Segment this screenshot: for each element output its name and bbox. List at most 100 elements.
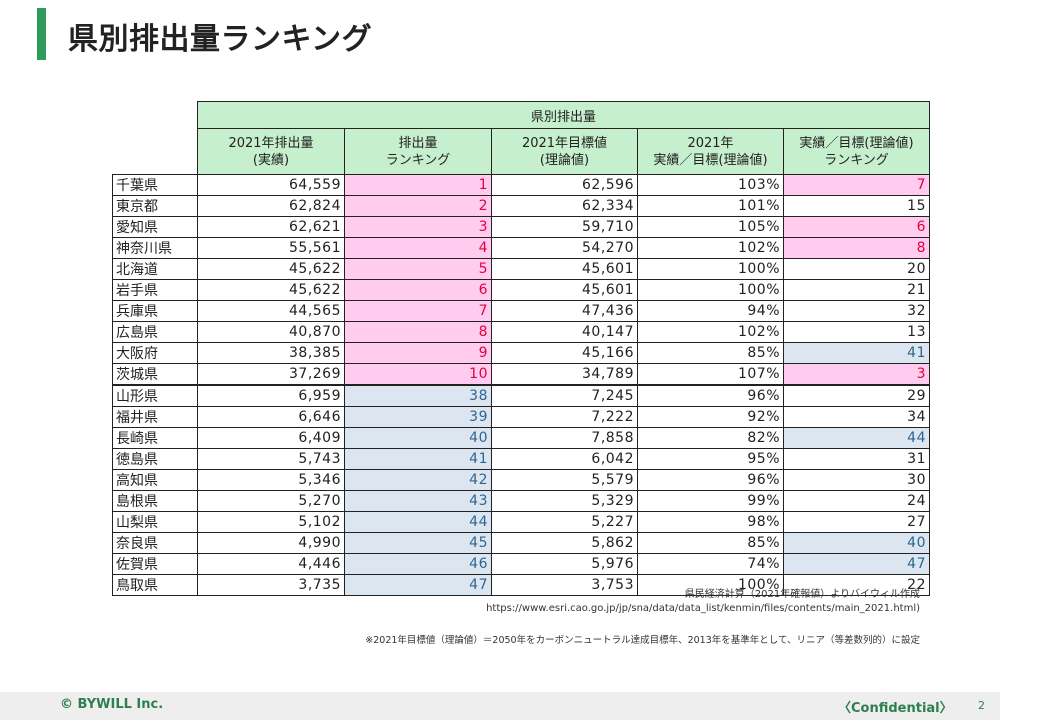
col-header-line: 2021年目標値	[521, 135, 608, 151]
ratio-rank-cell: 22	[783, 574, 930, 596]
page-title: 県別排出量ランキング	[68, 22, 373, 57]
target-cell: 62,334	[491, 195, 638, 217]
target-cell: 5,227	[491, 511, 638, 533]
prefecture-cell: 北海道	[112, 258, 198, 280]
col-header-line: (理論値)	[539, 152, 590, 168]
emission-cell: 62,824	[197, 195, 345, 217]
ratio-cell: 102%	[637, 321, 784, 343]
target-cell: 45,601	[491, 258, 638, 280]
col-header-line: 排出量	[398, 135, 438, 151]
prefecture-cell: 大阪府	[112, 342, 198, 364]
col-header-emission: 2021年排出量 (実績)	[197, 128, 345, 175]
ratio-rank-cell: 41	[783, 342, 930, 364]
emission-cell: 6,646	[197, 406, 345, 428]
target-cell: 6,042	[491, 448, 638, 470]
table-row: 鳥取県 3,735 47 3,753 100% 22	[112, 574, 930, 596]
rank-cell: 9	[344, 342, 492, 364]
table-row: 山形県 6,959 38 7,245 96% 29	[112, 384, 930, 407]
rank-cell: 7	[344, 300, 492, 322]
rank-cell: 8	[344, 321, 492, 343]
col-header-line: ランキング	[385, 152, 451, 168]
ratio-cell: 103%	[637, 174, 784, 196]
emission-cell: 5,102	[197, 511, 345, 533]
col-header-line: 実績／目標(理論値)	[799, 135, 914, 151]
target-cell: 59,710	[491, 216, 638, 238]
ratio-cell: 98%	[637, 511, 784, 533]
col-header-line: ランキング	[824, 152, 889, 168]
col-header-line: (実績)	[252, 152, 290, 168]
col-header-rank: 排出量 ランキング	[344, 128, 492, 175]
source-citation: 県民経済計算（2021年確報値）よりバイウィル作成 https://www.es…	[486, 588, 920, 616]
target-cell: 47,436	[491, 300, 638, 322]
table-corner-lower	[112, 128, 198, 175]
target-cell: 45,166	[491, 342, 638, 364]
rank-cell: 1	[344, 174, 492, 196]
col-header-ratio: 2021年 実績／目標(理論値)	[637, 128, 784, 175]
prefecture-cell: 神奈川県	[112, 237, 198, 259]
ratio-rank-cell: 44	[783, 427, 930, 449]
prefecture-cell: 奈良県	[112, 532, 198, 554]
table-row: 東京都 62,824 2 62,334 101% 15	[112, 195, 930, 217]
table-row: 徳島県 5,743 41 6,042 95% 31	[112, 448, 930, 470]
table-row: 北海道 45,622 5 45,601 100% 20	[112, 258, 930, 280]
target-cell: 62,596	[491, 174, 638, 196]
copyright: © BYWILL Inc.	[60, 697, 164, 712]
rank-cell: 5	[344, 258, 492, 280]
prefecture-cell: 山形県	[112, 384, 198, 407]
table-row: 愛知県 62,621 3 59,710 105% 6	[112, 216, 930, 238]
table-row: 長崎県 6,409 40 7,858 82% 44	[112, 427, 930, 449]
ratio-rank-cell: 21	[783, 279, 930, 301]
target-cell: 54,270	[491, 237, 638, 259]
target-cell: 40,147	[491, 321, 638, 343]
ratio-cell: 100%	[637, 279, 784, 301]
footnote: ※2021年目標値（理論値）＝2050年をカーボンニュートラル達成目標年、201…	[365, 635, 920, 646]
emission-cell: 62,621	[197, 216, 345, 238]
ratio-cell: 82%	[637, 427, 784, 449]
prefecture-cell: 千葉県	[112, 174, 198, 196]
emission-cell: 37,269	[197, 363, 345, 386]
table-row: 広島県 40,870 8 40,147 102% 13	[112, 321, 930, 343]
group-header: 県別排出量	[197, 101, 930, 129]
prefecture-cell: 茨城県	[112, 363, 198, 386]
rank-cell: 47	[344, 574, 492, 596]
footer-bar	[0, 692, 1000, 720]
emission-cell: 45,622	[197, 258, 345, 280]
rank-cell: 45	[344, 532, 492, 554]
table-row: 島根県 5,270 43 5,329 99% 24	[112, 490, 930, 512]
ratio-rank-cell: 7	[783, 174, 930, 196]
prefecture-cell: 愛知県	[112, 216, 198, 238]
target-cell: 5,976	[491, 553, 638, 575]
ratio-cell: 101%	[637, 195, 784, 217]
emission-cell: 5,270	[197, 490, 345, 512]
col-header-line: 実績／目標(理論値)	[653, 152, 768, 168]
target-cell: 3,753	[491, 574, 638, 596]
ratio-rank-cell: 47	[783, 553, 930, 575]
prefecture-cell: 高知県	[112, 469, 198, 491]
prefecture-cell: 山梨県	[112, 511, 198, 533]
rank-cell: 44	[344, 511, 492, 533]
ratio-cell: 102%	[637, 237, 784, 259]
ratio-cell: 74%	[637, 553, 784, 575]
table-row: 兵庫県 44,565 7 47,436 94% 32	[112, 300, 930, 322]
target-cell: 7,245	[491, 384, 638, 407]
target-cell: 5,329	[491, 490, 638, 512]
prefecture-cell: 岩手県	[112, 279, 198, 301]
rank-cell: 40	[344, 427, 492, 449]
ratio-rank-cell: 27	[783, 511, 930, 533]
emission-cell: 55,561	[197, 237, 345, 259]
ratio-rank-cell: 29	[783, 384, 930, 407]
confidential-label: 〈Confidential〉	[838, 701, 953, 716]
prefecture-cell: 鳥取県	[112, 574, 198, 596]
ratio-rank-cell: 3	[783, 363, 930, 386]
emission-cell: 5,346	[197, 469, 345, 491]
table-row: 神奈川県 55,561 4 54,270 102% 8	[112, 237, 930, 259]
prefecture-cell: 佐賀県	[112, 553, 198, 575]
rank-cell: 42	[344, 469, 492, 491]
ratio-cell: 105%	[637, 216, 784, 238]
emission-cell: 3,735	[197, 574, 345, 596]
source-url: https://www.esri.cao.go.jp/jp/sna/data/d…	[486, 603, 920, 614]
prefecture-cell: 徳島県	[112, 448, 198, 470]
ranking-table: 県別排出量 2021年排出量 (実績) 排出量 ランキング 2021年目標値 (理論値…	[112, 101, 930, 596]
ratio-cell: 94%	[637, 300, 784, 322]
prefecture-cell: 東京都	[112, 195, 198, 217]
